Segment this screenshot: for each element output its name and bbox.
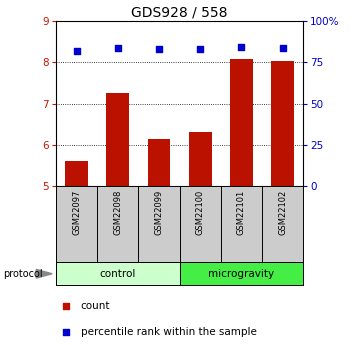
Point — [280, 45, 286, 51]
Text: control: control — [100, 269, 136, 279]
Point — [63, 303, 69, 309]
Text: protocol: protocol — [4, 269, 43, 279]
Point — [63, 329, 69, 335]
Text: count: count — [81, 301, 110, 311]
Bar — [189, 132, 212, 186]
Text: microgravity: microgravity — [208, 269, 274, 279]
Text: GSM22102: GSM22102 — [278, 190, 287, 235]
Text: GSM22101: GSM22101 — [237, 190, 246, 235]
Point — [197, 46, 203, 52]
Point — [115, 45, 121, 51]
Bar — [56, 262, 180, 285]
Bar — [106, 93, 129, 186]
Point — [74, 48, 79, 53]
Text: GSM22099: GSM22099 — [155, 190, 164, 235]
Bar — [180, 262, 303, 285]
Text: GSM22100: GSM22100 — [196, 190, 205, 235]
Text: GSM22098: GSM22098 — [113, 190, 122, 236]
Polygon shape — [36, 269, 52, 278]
Text: percentile rank within the sample: percentile rank within the sample — [81, 327, 257, 337]
Bar — [271, 61, 294, 186]
Bar — [65, 161, 88, 186]
Point — [239, 45, 244, 50]
Text: GSM22097: GSM22097 — [72, 190, 81, 236]
Point — [156, 46, 162, 52]
Title: GDS928 / 558: GDS928 / 558 — [131, 6, 228, 20]
Bar — [148, 139, 170, 186]
Bar — [230, 59, 253, 186]
